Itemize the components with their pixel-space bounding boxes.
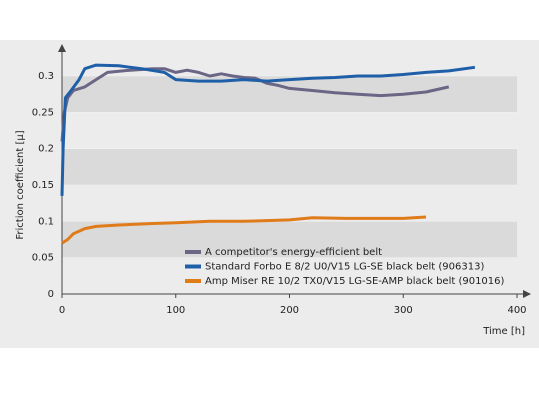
y-tick-label: 0.2 [38, 144, 54, 155]
y-tick-label: 0.15 [32, 180, 54, 191]
x-tick-label: 0 [59, 305, 65, 316]
x-tick-label: 100 [166, 305, 185, 316]
legend-label: Standard Forbo E 8/2 U0/V15 LG-SE black … [205, 262, 484, 273]
y-tick-label: 0.05 [32, 253, 54, 264]
series-line [61, 215, 427, 245]
x-axis-label: Time [h] [482, 326, 525, 337]
y-axis-label: Friction coefficient [µ] [15, 130, 26, 239]
legend-label: A competitor's energy-efficient belt [205, 247, 382, 258]
y-tick-label: 0.25 [32, 107, 54, 118]
x-axis-arrow [523, 290, 531, 298]
y-tick-label: 0.1 [38, 216, 54, 227]
grid-band [62, 76, 517, 113]
x-tick-label: 400 [507, 305, 526, 316]
y-axis-arrow [58, 44, 66, 52]
grid-band [62, 221, 517, 258]
legend-label: Amp Miser RE 10/2 TX0/V15 LG-SE-AMP blac… [205, 276, 505, 287]
y-tick-label: 0 [48, 289, 54, 300]
y-tick-label: 0.3 [38, 71, 54, 82]
series-line [60, 63, 476, 196]
grid-band [62, 148, 517, 185]
series-line [60, 67, 450, 142]
x-tick-label: 200 [280, 305, 299, 316]
x-tick-label: 300 [394, 305, 413, 316]
